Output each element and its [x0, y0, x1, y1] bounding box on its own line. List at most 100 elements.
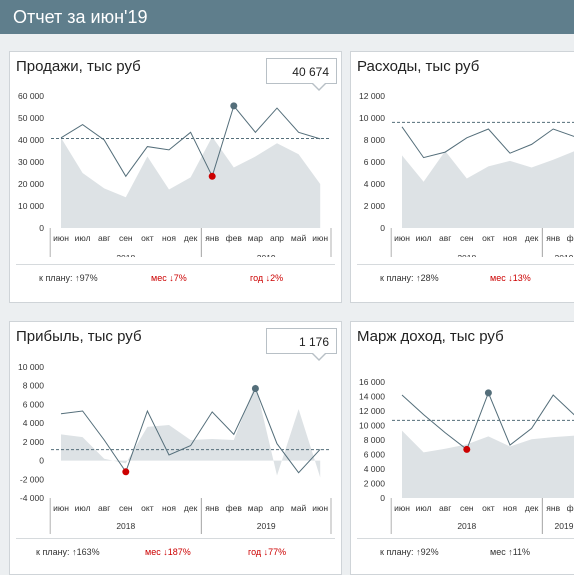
area-series: [402, 430, 574, 498]
margin-month-stat: мес ↑11%: [490, 547, 531, 557]
x-tick-label: сен: [460, 503, 474, 513]
profit-kpi-pointer-icon: [312, 353, 326, 361]
report-title: Отчет за июн'19: [13, 7, 148, 27]
x-tick-label: июн: [312, 503, 328, 513]
max-point-marker: [230, 102, 238, 110]
x-tick-label: янв: [546, 233, 560, 243]
report-header: Отчет за июн'19: [0, 0, 574, 34]
y-tick-label: 12 000: [359, 406, 385, 416]
x-tick-label: июн: [312, 233, 328, 243]
x-tick-label: фев: [226, 233, 243, 243]
y-tick-label: 6 000: [23, 399, 45, 409]
profit-footer: к плану: ↑163% мес ↓187% год ↓77%: [16, 538, 335, 569]
margin-chart: 0 2 000 4 000 6 000 8 000 10 000 12 000 14 000 1…: [359, 377, 574, 534]
sales-plan-stat: к плану: ↑97%: [39, 273, 98, 283]
max-point-marker: [484, 389, 492, 397]
area-series: [61, 383, 321, 478]
x-tick-label: ноя: [503, 503, 517, 513]
sales-footer: к плану: ↑97% мес ↓7% год ↓2%: [16, 264, 335, 295]
x-tick-label: сен: [119, 233, 133, 243]
x-tick-label: фев: [567, 503, 574, 513]
x-tick-label: сен: [460, 233, 474, 243]
x-tick-label: июл: [75, 503, 91, 513]
y-tick-label: 16 000: [359, 377, 385, 387]
x-tick-label: май: [291, 233, 307, 243]
x-tick-label: июн: [53, 503, 69, 513]
x-tick-label: окт: [141, 503, 154, 513]
year-label: 2018: [457, 521, 476, 531]
x-tick-label: июл: [416, 233, 432, 243]
y-tick-label: 10 000: [359, 113, 385, 123]
x-tick-label: мар: [248, 503, 264, 513]
x-tick-label: июн: [394, 233, 410, 243]
x-tick-label: фев: [567, 233, 574, 243]
year-label: 2019: [555, 521, 574, 531]
profit-title: Прибыль, тыс руб: [16, 328, 142, 345]
x-tick-label: янв: [205, 503, 219, 513]
x-tick-label: янв: [546, 503, 560, 513]
area-series: [61, 136, 321, 228]
x-tick-label: июн: [53, 233, 69, 243]
y-tick-label: 40 000: [18, 135, 44, 145]
expenses-plan-stat: к плану: ↑28%: [380, 273, 439, 283]
x-tick-label: янв: [205, 233, 219, 243]
profit-card: Прибыль, тыс руб 1 176 -4 000 -2 000 0 2 00…: [9, 321, 342, 575]
expenses-chart: 0 2 000 4 000 6 000 8 000 10 000 12 000 июн июл а…: [359, 91, 574, 257]
x-tick-label: ноя: [162, 233, 176, 243]
profit-month-stat: мес ↓187%: [145, 547, 191, 557]
x-tick-label: апр: [270, 233, 284, 243]
y-tick-label: 2 000: [364, 201, 386, 211]
y-tick-label: 20 000: [18, 179, 44, 189]
expenses-footer: к плану: ↑28% мес ↓13%: [357, 264, 574, 295]
line-series: [60, 387, 321, 474]
x-tick-label: ноя: [162, 503, 176, 513]
x-tick-label: сен: [119, 503, 133, 513]
y-tick-label: 10 000: [18, 362, 44, 372]
x-tick-label: мар: [248, 233, 264, 243]
y-tick-label: 6 000: [364, 450, 386, 460]
x-tick-label: фев: [226, 503, 243, 513]
x-tick-label: дек: [184, 233, 198, 243]
sales-month-stat: мес ↓7%: [151, 273, 187, 283]
x-tick-label: ноя: [503, 233, 517, 243]
sales-title: Продажи, тыс руб: [16, 58, 141, 75]
y-tick-label: 2 000: [23, 437, 45, 447]
sales-year-stat: год ↓2%: [250, 273, 284, 283]
x-tick-label: дек: [525, 233, 539, 243]
y-tick-label: 8 000: [364, 135, 386, 145]
x-tick-label: авг: [439, 503, 451, 513]
margin-footer: к плану: ↑92% мес ↑11%: [357, 538, 574, 569]
y-tick-label: 60 000: [18, 91, 44, 101]
x-tick-label: авг: [98, 503, 110, 513]
x-tick-label: июл: [75, 233, 91, 243]
line-series: [401, 126, 574, 159]
y-tick-label: 30 000: [18, 157, 44, 167]
y-tick-label: 10 000: [359, 421, 385, 431]
expenses-month-stat: мес ↓13%: [490, 273, 531, 283]
y-tick-label: 50 000: [18, 113, 44, 123]
sales-kpi: 40 674: [266, 58, 337, 84]
y-tick-label: 2 000: [364, 479, 386, 489]
min-point-marker: [122, 468, 130, 476]
x-tick-label: авг: [439, 233, 451, 243]
year-label: 2018: [116, 521, 135, 531]
min-point-marker: [463, 445, 471, 453]
year-label: 2018: [116, 253, 135, 257]
margin-title: Марж доход, тыс руб: [357, 328, 504, 345]
profit-year-stat: год ↓77%: [248, 547, 287, 557]
y-tick-label: 8 000: [23, 381, 45, 391]
year-label: 2019: [257, 521, 276, 531]
x-tick-label: июн: [394, 503, 410, 513]
area-series: [402, 151, 574, 228]
line-series: [60, 104, 321, 178]
y-tick-label: 4 000: [364, 179, 386, 189]
y-tick-label: 4 000: [364, 464, 386, 474]
expenses-card: Расходы, тыс руб 0 2 000 4 000 6 000 8 000 10…: [350, 51, 574, 303]
y-tick-label: 6 000: [364, 157, 386, 167]
year-label: 2019: [555, 253, 574, 257]
expenses-title: Расходы, тыс руб: [357, 58, 480, 75]
profit-kpi: 1 176: [266, 328, 337, 354]
sales-kpi-pointer-icon: [312, 83, 326, 91]
margin-card: Марж доход, тыс руб 0 2 000 4 000 6 000 8 00…: [350, 321, 574, 575]
y-tick-label: 8 000: [364, 435, 386, 445]
